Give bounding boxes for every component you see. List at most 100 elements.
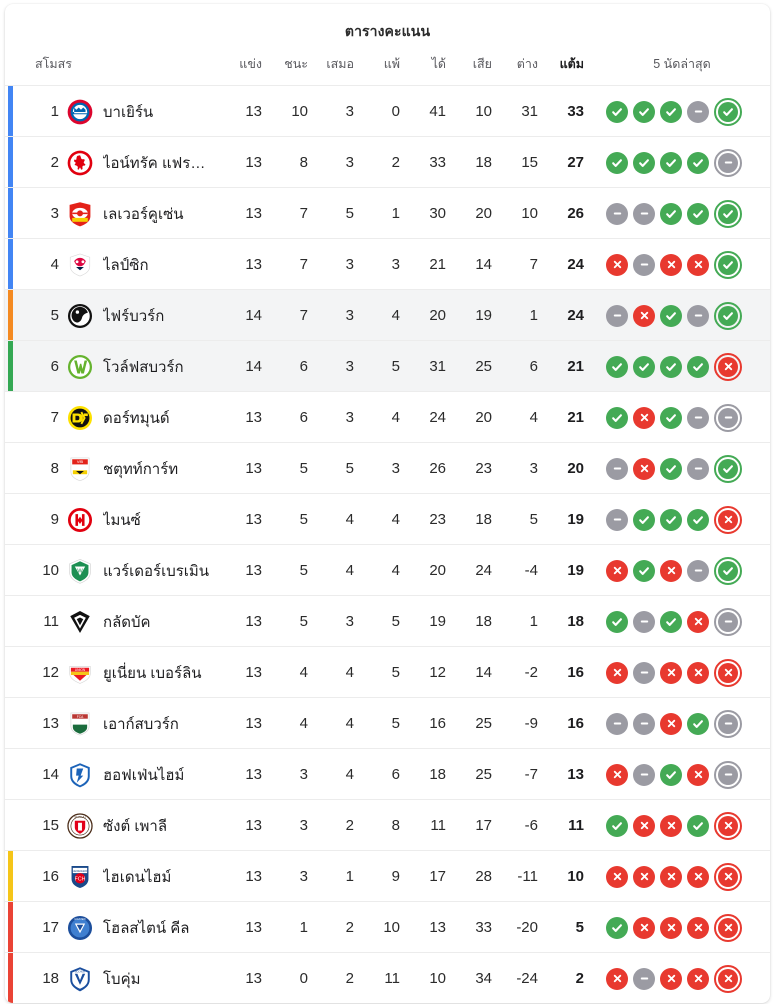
table-row[interactable]: 9 ไมนซ์ 13 5 4 4 23 18 5 19: [5, 493, 770, 544]
team-name[interactable]: ซังต์ เพาลี: [103, 817, 168, 835]
bremen-crest: W: [67, 558, 93, 584]
recent-form: [606, 607, 758, 636]
stat-points: 18: [567, 613, 584, 630]
team-name[interactable]: โบคุ่ม: [103, 970, 141, 988]
form-win-icon: [660, 100, 682, 123]
stat-points: 21: [567, 409, 584, 426]
stat-lost: 5: [391, 358, 400, 375]
form-loss-icon-latest: [714, 862, 742, 891]
table-row[interactable]: 3 เลเวอร์คูเซ่น 13 7 5 1 30 20 10 26: [5, 187, 770, 239]
table-row[interactable]: 14 ฮอฟเฟ่นไฮม์ 13 3 4 6 18 25 -7 13: [5, 748, 770, 799]
table-row[interactable]: 7 ดอร์ทมุนด์ 13 6 3 4 24 20 4 21: [5, 391, 770, 442]
stat-won: 3: [299, 817, 308, 834]
column-header-lost: แพ้: [383, 57, 400, 71]
team-name[interactable]: ฮอฟเฟ่นไฮม์: [103, 766, 185, 784]
form-draw-icon: [633, 253, 655, 276]
dortmund-crest: [67, 405, 93, 431]
form-loss-icon: [660, 712, 682, 735]
team-name[interactable]: ชตุทท์การ์ท: [103, 460, 179, 478]
stat-goals-for: 31: [429, 358, 446, 375]
team-name[interactable]: เลเวอร์คูเซ่น: [103, 205, 184, 223]
team-name[interactable]: โวล์ฟสบวร์ก: [103, 358, 184, 376]
stat-goals-against: 33: [475, 919, 492, 936]
stat-goals-against: 25: [475, 766, 492, 783]
stat-won: 6: [299, 409, 308, 426]
form-loss-icon: [660, 253, 682, 276]
table-row[interactable]: 17 HOLSTEIN โฮลสไตน์ คีล 13 1 2 10 13 33 -20 5: [5, 901, 770, 953]
table-row[interactable]: 12 UNION ยูเนี่ยน เบอร์ลิน 13 4 4 5 12 14 -2 16: [5, 646, 770, 697]
table-row[interactable]: 2 ไอน์ทรัค แฟรง… 13 8 3 2 33 18 15 27: [5, 136, 770, 188]
table-row[interactable]: 6 โวล์ฟสบวร์ก 14 6 3 5 31 25 6 21: [5, 340, 770, 392]
stat-played: 13: [245, 817, 262, 834]
qualification-accent-bar: [8, 290, 13, 341]
form-draw-icon: [687, 457, 709, 480]
stat-played: 13: [245, 409, 262, 426]
stat-won: 1: [299, 919, 308, 936]
stat-goals-against: 10: [475, 103, 492, 120]
stat-played: 14: [245, 307, 262, 324]
form-win-icon: [606, 406, 628, 429]
stat-goals-for: 26: [429, 460, 446, 477]
table-row[interactable]: 1 บาเยิร์น 13 10 3 0 41 10 31 33: [5, 85, 770, 137]
form-loss-icon: [687, 967, 709, 990]
form-draw-icon: [633, 202, 655, 225]
stat-points: 24: [567, 307, 584, 324]
team-name[interactable]: ไลป์ซิก: [103, 256, 149, 274]
form-draw-icon-latest: [714, 760, 742, 789]
team-name[interactable]: ดอร์ทมุนด์: [103, 409, 170, 427]
table-row[interactable]: 4 ไลป์ซิก 13 7 3 3 21 14 7 24: [5, 238, 770, 290]
form-loss-icon-latest: [714, 964, 742, 993]
stat-played: 13: [245, 256, 262, 273]
stat-goal-difference: 31: [521, 103, 538, 120]
stat-drawn: 1: [345, 868, 354, 885]
team-name[interactable]: กลัดบัค: [103, 613, 151, 631]
team-name[interactable]: บาเยิร์น: [103, 103, 154, 121]
recent-form: [606, 658, 758, 687]
stat-lost: 0: [391, 103, 400, 120]
form-loss-icon: [660, 916, 682, 939]
stat-lost: 8: [391, 817, 400, 834]
team-name[interactable]: เอาก์สบวร์ก: [103, 715, 179, 733]
stat-goal-difference: 6: [529, 358, 538, 375]
team-name[interactable]: ไฮเดนไฮม์: [103, 868, 172, 886]
team-name[interactable]: ไฟร์บวร์ก: [103, 307, 165, 325]
table-row[interactable]: 18 BOCHUM โบคุ่ม 13 0 2 11 10 34 -24 2: [5, 952, 770, 1003]
qualification-accent-bar: [8, 545, 13, 596]
table-row[interactable]: 15 ST PAULI ซังต์ เพาลี 13 3 2 8 11 17 -6 11: [5, 799, 770, 850]
team-rank: 15: [42, 817, 59, 834]
bayern-crest: [67, 99, 93, 125]
form-loss-icon: [687, 661, 709, 684]
team-rank: 11: [43, 613, 59, 630]
team-rank: 12: [42, 664, 59, 681]
form-draw-icon: [687, 304, 709, 327]
table-row[interactable]: 16 FCH HEIDENHEIM ไฮเดนไฮม์ 13 3 1 9 17 28 -11 10: [5, 850, 770, 902]
stat-goals-for: 23: [429, 511, 446, 528]
stat-won: 3: [299, 766, 308, 783]
stat-goals-against: 23: [475, 460, 492, 477]
table-row[interactable]: 5 ไฟร์บวร์ก 14 7 3 4 20 19 1 24: [5, 289, 770, 341]
stat-lost: 5: [391, 715, 400, 732]
form-loss-icon: [660, 814, 682, 837]
table-row[interactable]: 13 FCA เอาก์สบวร์ก 13 4 4 5 16 25 -9 16: [5, 697, 770, 748]
team-name[interactable]: แวร์เดอร์เบรเมิน: [103, 562, 210, 580]
stat-goal-difference: 15: [521, 154, 538, 171]
form-win-icon: [660, 151, 682, 174]
table-row[interactable]: 11 กลัดบัค 13 5 3 5 19 18 1 18: [5, 595, 770, 646]
table-row[interactable]: 10 W แวร์เดอร์เบรเมิน 13 5 4 4 20 24 -4 19: [5, 544, 770, 595]
table-row[interactable]: 8 VfB ชตุทท์การ์ท 13 5 5 3 26 23 3 20: [5, 442, 770, 493]
team-rank: 9: [50, 511, 59, 528]
team-name[interactable]: ไมนซ์: [103, 511, 141, 529]
stat-won: 3: [299, 868, 308, 885]
form-win-icon-latest: [714, 250, 742, 279]
form-win-icon: [660, 610, 682, 633]
team-name[interactable]: ยูเนี่ยน เบอร์ลิน: [103, 664, 202, 682]
qualification-accent-bar: [8, 851, 13, 902]
team-name[interactable]: โฮลสไตน์ คีล: [103, 919, 190, 937]
freiburg-crest: [67, 303, 93, 329]
team-name[interactable]: ไอน์ทรัค แฟรง…: [103, 154, 213, 172]
stat-points: 20: [567, 460, 584, 477]
form-draw-icon: [633, 763, 655, 786]
form-loss-icon: [633, 406, 655, 429]
form-loss-icon-latest: [714, 658, 742, 687]
stuttgart-crest: VfB: [67, 456, 93, 482]
